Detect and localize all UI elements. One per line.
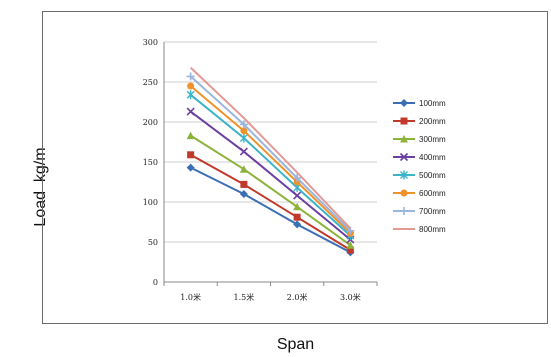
line-chart: 0 50 100 150 200 250 300 1.0米 1.5米 2.0米 3.0米 100mm 2…: [143, 38, 446, 302]
data-point-300mm: [346, 241, 355, 249]
data-point-200mm: [346, 246, 354, 254]
series-line-800mm: [189, 66, 352, 230]
data-point-500mm: [239, 133, 248, 143]
data-point-700mm: [239, 120, 248, 129]
y-tick-label: 200: [143, 118, 158, 127]
legend-entry: 400mm: [419, 153, 446, 162]
series-line-500mm: [189, 94, 352, 237]
series-line-200mm: [190, 153, 351, 251]
data-point-300mm: [186, 131, 195, 140]
legend-entry: 200mm: [419, 117, 446, 126]
series-line-600mm: [189, 85, 352, 234]
data-point-400mm: [239, 147, 248, 156]
legend-entry: 300mm: [419, 135, 446, 144]
chart-area: 0 50 100 150 200 250 300 1.0米 1.5米 2.0米 3.0米 100mm 2…: [42, 11, 548, 324]
legend-entry: 600mm: [419, 189, 446, 198]
y-tick-label: 150: [143, 158, 158, 167]
data-point-600mm: [240, 127, 248, 135]
legend-entry: 500mm: [419, 171, 446, 180]
data-point-600mm: [187, 82, 195, 90]
legend-entry: 100mm: [419, 99, 446, 108]
data-point-400mm: [186, 107, 195, 116]
data-point-400mm: [293, 191, 302, 200]
series-line-300mm: [190, 134, 351, 247]
legend-marker: [400, 189, 408, 197]
data-point-200mm: [240, 180, 248, 188]
y-tick-label: 50: [148, 238, 158, 247]
legend-marker: [400, 117, 408, 125]
x-tick-label: 2.0米: [287, 292, 308, 302]
legend-entry: 800mm: [419, 225, 446, 234]
y-tick-label: 100: [143, 198, 158, 207]
legend-marker: [400, 170, 408, 180]
legend-marker: [399, 152, 409, 162]
series-line-400mm: [190, 110, 352, 241]
legend-marker: [400, 135, 408, 143]
x-axis-label: Span: [276, 336, 315, 353]
y-tick-label: 300: [143, 38, 158, 47]
legend-entry: 700mm: [419, 207, 446, 216]
x-tick-label: 3.0米: [340, 292, 361, 302]
legend-marker: [400, 207, 408, 215]
data-point-300mm: [239, 165, 248, 173]
data-point-200mm: [187, 151, 195, 159]
data-point-100mm: [186, 163, 195, 172]
data-point-500mm: [186, 90, 195, 100]
data-point-700mm: [186, 72, 195, 81]
data-point-700mm: [293, 174, 302, 182]
y-tick-label: 250: [143, 78, 158, 87]
series-line-700mm: [189, 75, 352, 232]
series-line-100mm: [190, 166, 351, 254]
x-tick-label: 1.0米: [180, 292, 201, 302]
legend-marker: [400, 99, 408, 107]
data-point-200mm: [293, 213, 301, 221]
data-point-300mm: [293, 202, 302, 211]
data-point-100mm: [239, 190, 248, 198]
x-tick-label: 1.5米: [234, 292, 255, 302]
data-point-100mm: [293, 220, 302, 229]
y-tick-label: 0: [153, 278, 158, 287]
